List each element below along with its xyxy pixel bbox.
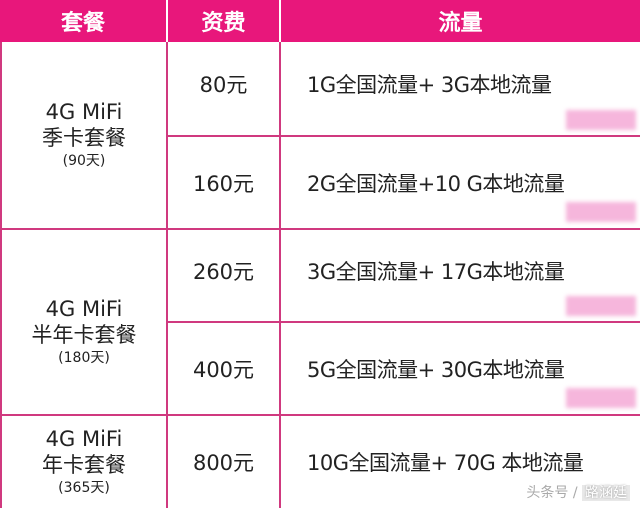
blurred-label [566, 296, 636, 316]
plan-type: 年卡套餐 [42, 453, 126, 477]
data-cell: 1G全国流量+ 3G本地流量 [307, 72, 552, 97]
price-cell: 80元 [199, 72, 248, 97]
watermark-author: 路涵廷 [582, 485, 630, 501]
plan-cell: 4G MiFi 年卡套餐 (365天) [2, 416, 166, 508]
data-cell: 5G全国流量+ 30G本地流量 [307, 357, 565, 382]
column-divider [279, 42, 281, 508]
blurred-label [566, 110, 636, 130]
plan-cell: 4G MiFi 季卡套餐 (90天) [2, 42, 166, 228]
blurred-label [566, 202, 636, 222]
blurred-label [566, 388, 636, 408]
row-divider [168, 135, 640, 137]
price-cell: 800元 [192, 451, 255, 475]
watermark-source: 头条号 / [526, 485, 578, 501]
table-border-left [0, 42, 2, 508]
plan-days: (90天) [62, 153, 106, 169]
row-divider [0, 228, 640, 230]
plan-name: 4G MiFi [45, 297, 123, 321]
plan-type: 半年卡套餐 [31, 323, 137, 347]
price-cell: 260元 [192, 259, 255, 284]
price-cell: 160元 [192, 171, 255, 196]
header-price: 资费 [168, 0, 279, 42]
column-divider [166, 42, 168, 508]
row-divider [0, 414, 640, 416]
plan-name: 4G MiFi [45, 427, 123, 451]
row-divider [168, 321, 640, 323]
plan-days: (365天) [58, 480, 110, 496]
data-cell: 3G全国流量+ 17G本地流量 [307, 259, 565, 284]
header-data: 流量 [281, 0, 640, 42]
data-cell: 2G全国流量+10 G本地流量 [307, 171, 565, 196]
header-plan: 套餐 [0, 0, 166, 42]
plan-type: 季卡套餐 [42, 126, 126, 150]
plan-name: 4G MiFi [45, 100, 123, 124]
watermark: 头条号 / 路涵廷 [526, 482, 630, 502]
data-cell: 10G全国流量+ 70G 本地流量 [307, 451, 584, 475]
price-cell: 400元 [192, 357, 255, 382]
plan-cell: 4G MiFi 半年卡套餐 (180天) [2, 230, 166, 414]
plan-days: (180天) [58, 350, 110, 366]
